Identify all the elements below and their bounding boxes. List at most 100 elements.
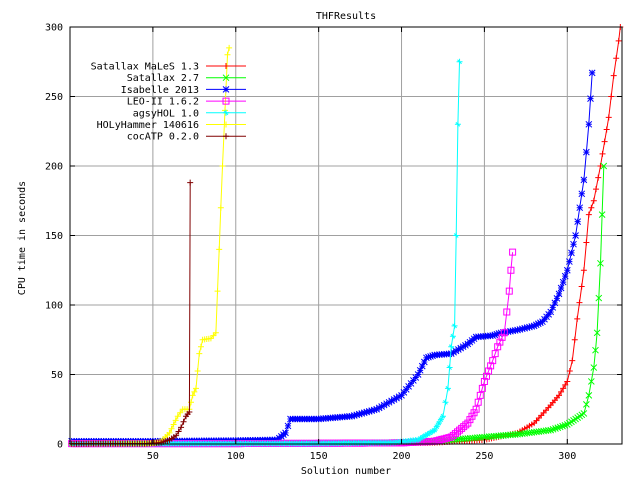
data-point-marker <box>448 343 455 350</box>
data-point-marker <box>226 44 233 51</box>
data-point-marker <box>514 326 521 334</box>
data-point-marker <box>282 429 289 437</box>
data-point-marker <box>593 186 600 193</box>
data-point-marker <box>523 324 531 331</box>
data-point-marker <box>552 425 559 432</box>
data-point-marker <box>549 425 557 433</box>
data-point-marker <box>440 435 448 443</box>
data-point-marker <box>583 239 590 246</box>
data-point-marker <box>559 278 567 286</box>
data-point-marker <box>224 51 231 58</box>
legend-label: LEO-II 1.6.2 <box>127 97 199 108</box>
data-point-marker <box>168 425 175 432</box>
data-point-marker <box>196 350 203 357</box>
data-point-marker <box>585 211 592 218</box>
data-point-marker <box>472 405 480 413</box>
data-point-marker <box>383 400 390 408</box>
data-point-marker <box>595 294 603 302</box>
data-point-marker <box>474 398 482 406</box>
data-point-marker <box>593 329 601 337</box>
data-point-marker <box>549 304 557 311</box>
data-point-marker <box>598 211 606 219</box>
y-tick-label: 200 <box>45 162 63 173</box>
data-point-marker <box>416 366 424 374</box>
data-point-marker <box>516 326 524 333</box>
data-point-marker <box>478 384 486 392</box>
data-point-marker <box>561 272 569 280</box>
data-point-marker <box>503 308 511 316</box>
data-point-marker <box>601 138 608 145</box>
data-point-marker <box>180 418 187 425</box>
data-point-marker <box>425 353 432 361</box>
data-point-marker <box>223 63 229 69</box>
data-point-marker <box>556 392 563 399</box>
data-point-marker <box>348 412 356 420</box>
data-point-marker <box>507 266 515 274</box>
data-point-marker <box>223 133 229 140</box>
data-point-marker <box>222 74 230 82</box>
data-point-marker <box>489 332 497 339</box>
data-point-marker <box>600 162 608 170</box>
data-point-marker <box>433 423 440 430</box>
data-point-marker <box>595 174 602 181</box>
y-tick-label: 150 <box>45 231 63 242</box>
data-point-marker <box>496 338 504 346</box>
data-point-marker <box>563 266 571 274</box>
data-point-marker <box>509 248 517 256</box>
data-point-marker <box>555 290 563 298</box>
data-point-marker <box>569 357 576 364</box>
data-point-marker <box>610 72 617 79</box>
data-point-marker <box>574 218 582 225</box>
data-point-marker <box>500 329 508 337</box>
data-point-marker <box>537 319 544 327</box>
data-point-marker <box>194 368 201 375</box>
data-point-marker <box>223 109 229 116</box>
x-tick-label: 50 <box>147 451 159 462</box>
data-point-marker <box>435 420 442 427</box>
data-point-marker <box>457 344 465 352</box>
data-point-marker <box>186 409 193 416</box>
data-point-marker <box>439 413 446 420</box>
data-point-marker <box>219 163 226 169</box>
data-point-marker <box>558 388 565 395</box>
data-point-marker <box>521 324 529 332</box>
data-point-marker <box>578 190 586 198</box>
data-point-marker <box>603 126 610 133</box>
data-point-marker <box>373 405 381 413</box>
data-point-marker <box>551 299 559 307</box>
data-point-marker <box>587 378 595 385</box>
data-point-marker <box>572 232 579 239</box>
data-point-marker <box>495 330 503 337</box>
data-point-marker <box>192 385 199 392</box>
data-point-marker <box>592 346 599 354</box>
data-point-marker <box>454 121 461 128</box>
data-point-marker <box>423 354 430 362</box>
data-point-marker <box>574 315 581 322</box>
data-point-marker <box>556 423 564 431</box>
data-point-marker <box>197 343 204 350</box>
data-point-marker <box>580 410 588 417</box>
data-point-marker <box>350 412 358 419</box>
data-point-marker <box>585 391 593 399</box>
data-point-marker <box>170 421 177 428</box>
data-point-marker <box>378 403 385 410</box>
data-point-marker <box>173 432 180 439</box>
data-point-marker <box>590 364 598 371</box>
data-point-marker <box>526 323 533 331</box>
x-tick-label: 150 <box>310 451 328 462</box>
data-point-marker <box>365 407 373 415</box>
data-point-marker <box>580 176 588 184</box>
data-point-marker <box>166 429 173 436</box>
data-point-marker <box>363 408 371 416</box>
data-point-marker <box>214 288 221 295</box>
data-point-marker <box>380 401 388 409</box>
y-tick-label: 0 <box>57 440 63 451</box>
data-point-marker <box>561 421 569 429</box>
data-point-marker <box>470 409 478 417</box>
data-point-marker <box>476 391 484 399</box>
legend-label: Isabelle 2013 <box>121 85 199 96</box>
data-point-marker <box>493 330 501 338</box>
data-point-marker <box>222 86 230 93</box>
